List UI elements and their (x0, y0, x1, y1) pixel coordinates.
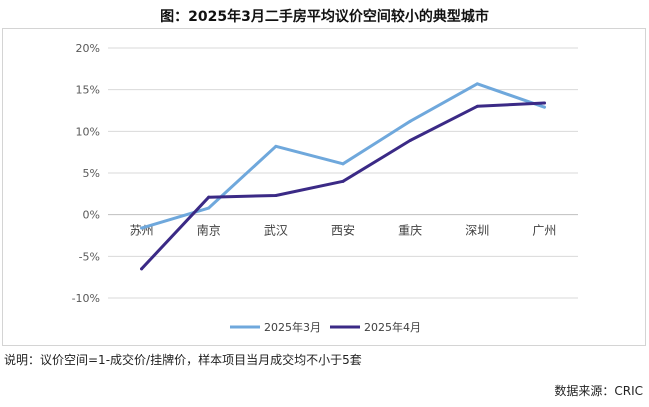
legend-label: 2025年3月 (264, 320, 321, 334)
data-point (207, 195, 211, 199)
data-point (475, 82, 479, 86)
chart-frame (2, 28, 646, 346)
data-point (408, 139, 412, 142)
data-point (274, 194, 278, 197)
data-point (207, 206, 211, 210)
x-category-label: 南京 (197, 223, 221, 238)
chart-title: 图：2025年3月二手房平均议价空间较小的典型城市 (160, 9, 489, 25)
data-point (274, 144, 278, 148)
y-tick-label: 20% (76, 42, 100, 55)
y-tick-label: 15% (76, 84, 100, 97)
data-point (542, 105, 546, 109)
y-tick-label: 0% (83, 209, 100, 222)
y-tick-label: 10% (76, 125, 100, 138)
y-tick-label: 5% (83, 167, 100, 180)
legend-label: 2025年4月 (364, 320, 421, 334)
chart-note: 说明：议价空间=1-成交价/挂牌价，样本项目当月成交均不小于5套 (4, 353, 362, 367)
data-source: 数据来源：CRIC (554, 384, 643, 398)
data-point (341, 162, 345, 166)
data-point (140, 267, 144, 271)
x-category-label: 武汉 (264, 224, 288, 238)
x-category-label: 广州 (532, 224, 556, 238)
series-line-2 (140, 101, 546, 271)
y-tick-label: -5% (79, 250, 100, 263)
data-point (542, 101, 546, 105)
y-tick-label: -10% (72, 292, 100, 305)
x-category-label: 深圳 (465, 224, 489, 238)
x-category-label: 西安 (331, 223, 355, 238)
data-point (140, 226, 144, 230)
data-point (475, 104, 479, 108)
data-point (408, 119, 412, 123)
x-category-label: 重庆 (398, 224, 422, 238)
data-point (341, 179, 345, 183)
